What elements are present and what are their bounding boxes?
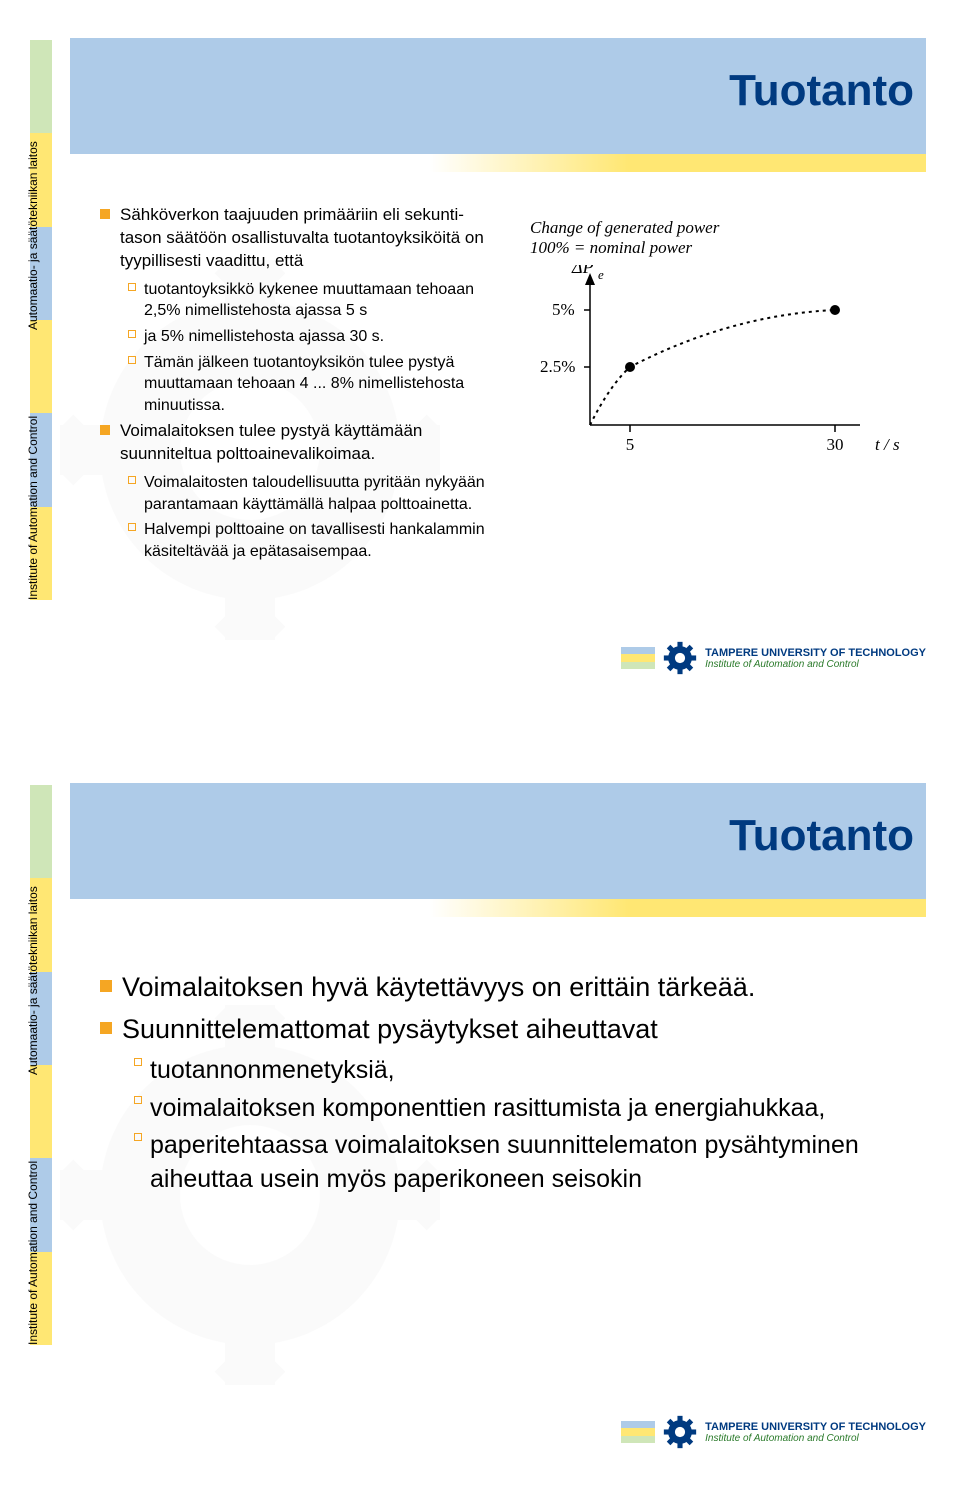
- slide-title: Tuotanto: [729, 811, 914, 861]
- bullet-2-sub-3: paperitehtaassa voimalaitoksen suunnitte…: [150, 1129, 900, 1197]
- bullet-1: Sähköverkon taajuuden primääriin eli sek…: [120, 204, 500, 273]
- svg-text:t / s: t / s: [875, 435, 900, 454]
- bullet-2: Suunnittelemattomat pysäytykset aiheutta…: [122, 1011, 658, 1047]
- slide-title: Tuotanto: [729, 66, 914, 116]
- sidebar-label-fi: Automaatio- ja säätötekniikan laitos: [26, 141, 40, 330]
- bullet-1-sub-1: tuotantoyksikkö kykenee muuttamaan tehoa…: [144, 279, 500, 322]
- slide1-content: Sähköverkon taajuuden primääriin eli sek…: [100, 200, 500, 567]
- svg-text:30: 30: [827, 435, 844, 454]
- bullet-1-sub-2: ja 5% nimellistehosta ajassa 30 s.: [144, 326, 384, 348]
- title-band: Tuotanto: [70, 38, 926, 178]
- power-chart: Change of generated power 100% = nominal…: [530, 218, 900, 480]
- svg-text:ΔP: ΔP: [571, 265, 594, 277]
- svg-text:5: 5: [626, 435, 635, 454]
- svg-text:2.5%: 2.5%: [540, 357, 575, 376]
- logo-gear-icon: [663, 641, 697, 675]
- logo-flag-icon: [621, 647, 655, 669]
- sidebar-label-en: Institute of Automation and Control: [26, 1161, 40, 1345]
- bullet-1: Voimalaitoksen hyvä käytettävyys on erit…: [122, 969, 755, 1005]
- bullet-2-sub-1: tuotannonmenetyksiä,: [150, 1054, 395, 1088]
- logo-main-text: TAMPERE UNIVERSITY OF TECHNOLOGY: [705, 647, 926, 659]
- bullet-1-sub-3: Tämän jälkeen tuotantoyksikön tulee pyst…: [144, 352, 500, 417]
- sidebar-label-fi: Automaatio- ja säätötekniikan laitos: [26, 886, 40, 1075]
- bullet-2-sub-2: voimalaitoksen komponenttien rasittumist…: [150, 1092, 825, 1126]
- logo-flag-icon: [621, 1421, 655, 1443]
- slide-1: Institute of Automation and Control Auto…: [0, 0, 960, 745]
- svg-text:5%: 5%: [552, 300, 575, 319]
- footer-logo: TAMPERE UNIVERSITY OF TECHNOLOGY Institu…: [621, 641, 926, 675]
- chart-caption-line2: 100% = nominal power: [530, 238, 692, 257]
- slide-2: Institute of Automation and Control Auto…: [0, 745, 960, 1489]
- sidebar-label-en: Institute of Automation and Control: [26, 416, 40, 600]
- power-chart-svg: ΔP e 5% 2.5% 5 30 t / s: [530, 265, 900, 475]
- logo-gear-icon: [663, 1415, 697, 1449]
- logo-sub-text: Institute of Automation and Control: [705, 659, 926, 670]
- bullet-2-sub-2: Halvempi polttoaine on tavallisesti hank…: [144, 519, 500, 562]
- logo-main-text: TAMPERE UNIVERSITY OF TECHNOLOGY: [705, 1421, 926, 1433]
- title-band: Tuotanto: [70, 783, 926, 923]
- slide2-content: Voimalaitoksen hyvä käytettävyys on erit…: [100, 965, 900, 1201]
- chart-caption-line1: Change of generated power: [530, 218, 719, 237]
- bullet-2-sub-1: Voimalaitosten taloudellisuutta pyritään…: [144, 472, 500, 515]
- footer-logo: TAMPERE UNIVERSITY OF TECHNOLOGY Institu…: [621, 1415, 926, 1449]
- bullet-2: Voimalaitoksen tulee pystyä käyttämään s…: [120, 420, 500, 466]
- svg-text:e: e: [598, 267, 604, 282]
- logo-sub-text: Institute of Automation and Control: [705, 1433, 926, 1444]
